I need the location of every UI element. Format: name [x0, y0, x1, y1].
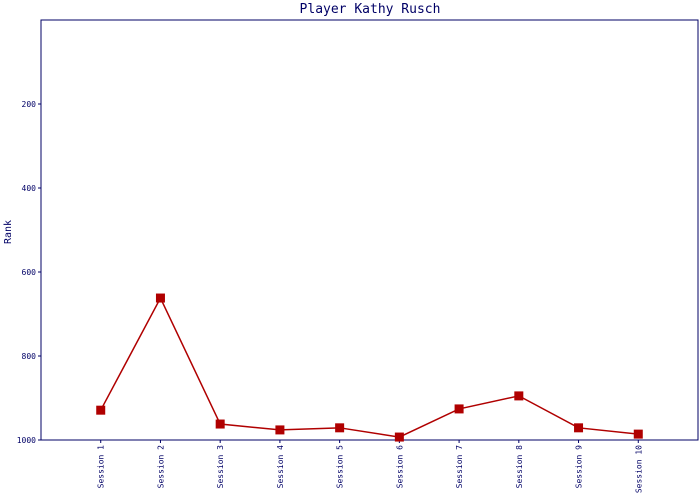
data-point: [215, 419, 225, 429]
x-tick-label: Session 6: [395, 445, 404, 489]
x-tick-label: Session 3: [216, 445, 225, 489]
y-tick-label: 400: [22, 184, 37, 193]
x-tick-label: Session 5: [336, 445, 345, 489]
y-tick-label: 1000: [17, 436, 36, 445]
data-point: [335, 423, 345, 433]
data-point: [633, 429, 643, 439]
x-tick-label: Session 2: [156, 445, 165, 489]
x-tick-label: Session 7: [455, 445, 464, 489]
data-point: [155, 293, 165, 303]
data-point: [574, 423, 584, 433]
y-tick-label: 600: [22, 268, 37, 277]
y-tick-label: 800: [22, 352, 37, 361]
data-point: [454, 404, 464, 414]
x-tick-label: Session 4: [276, 445, 285, 489]
data-point: [394, 432, 404, 442]
data-point: [96, 405, 106, 415]
y-tick-label: 200: [22, 100, 37, 109]
chart-title: Player Kathy Rusch: [300, 2, 441, 17]
x-tick-label: Session 1: [97, 445, 106, 489]
data-point: [275, 425, 285, 435]
series-line: [100, 296, 639, 438]
data-point: [514, 391, 524, 401]
x-tick-label: Session 9: [575, 445, 584, 489]
y-axis-label: Rank: [3, 220, 14, 244]
x-tick-label: Session 10: [634, 445, 643, 493]
plot-frame: [40, 19, 699, 441]
x-tick-label: Session 8: [515, 445, 524, 489]
